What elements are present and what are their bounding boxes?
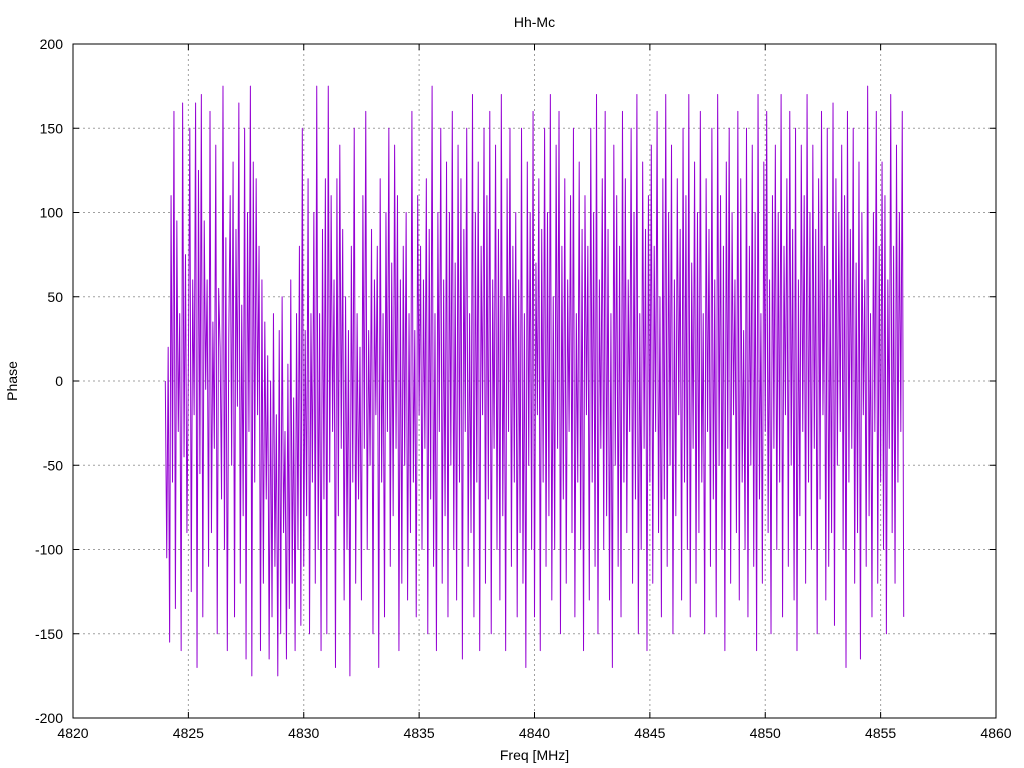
x-tick-label: 4845 xyxy=(634,725,665,741)
x-tick-label: 4855 xyxy=(865,725,896,741)
y-tick-label: 0 xyxy=(55,373,63,389)
x-axis-label: Freq [MHz] xyxy=(500,747,569,763)
x-tick-label: 4830 xyxy=(288,725,319,741)
y-tick-label: -100 xyxy=(35,542,63,558)
y-axis-label: Phase xyxy=(4,361,20,401)
x-tick-label: 4825 xyxy=(173,725,204,741)
series-line xyxy=(164,85,905,677)
x-tick-label: 4840 xyxy=(519,725,550,741)
x-tick-label: 4850 xyxy=(750,725,781,741)
chart-title: Hh-Mc xyxy=(514,14,555,30)
y-tick-label: -50 xyxy=(43,457,63,473)
series-layer xyxy=(164,85,905,677)
x-tick-label: 4860 xyxy=(980,725,1011,741)
y-tick-label: 100 xyxy=(40,205,64,221)
y-tick-label: 150 xyxy=(40,120,64,136)
y-tick-label: -200 xyxy=(35,710,63,726)
y-tick-labels: -200 -150 -100 -50 0 50 100 150 200 xyxy=(35,36,63,726)
x-tick-label: 4820 xyxy=(57,725,88,741)
y-tick-label: 200 xyxy=(40,36,64,52)
x-tick-label: 4835 xyxy=(404,725,435,741)
y-tick-label: 50 xyxy=(47,289,63,305)
y-tick-label: -150 xyxy=(35,626,63,642)
x-tick-labels: 4820 4825 4830 4835 4840 4845 4850 4855 4860 xyxy=(57,725,1011,741)
ticks xyxy=(72,43,997,719)
